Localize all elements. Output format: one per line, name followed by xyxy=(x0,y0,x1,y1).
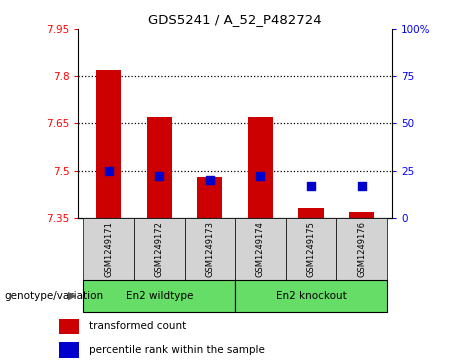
Bar xyxy=(59,343,79,358)
Text: GSM1249176: GSM1249176 xyxy=(357,221,366,277)
Point xyxy=(358,183,365,189)
Bar xyxy=(235,280,387,312)
Text: GSM1249174: GSM1249174 xyxy=(256,221,265,277)
Bar xyxy=(298,208,324,218)
Text: En2 knockout: En2 knockout xyxy=(276,291,346,301)
Title: GDS5241 / A_52_P482724: GDS5241 / A_52_P482724 xyxy=(148,13,322,26)
Bar xyxy=(96,70,121,218)
Bar xyxy=(336,218,387,280)
Point xyxy=(257,174,264,179)
Text: genotype/variation: genotype/variation xyxy=(5,291,104,301)
Text: GSM1249173: GSM1249173 xyxy=(205,221,214,277)
Bar xyxy=(197,177,223,218)
Bar xyxy=(59,319,79,334)
Point xyxy=(206,177,213,183)
Text: ▶: ▶ xyxy=(68,291,76,301)
Bar xyxy=(349,212,374,218)
Point xyxy=(105,168,112,174)
Text: GSM1249171: GSM1249171 xyxy=(104,221,113,277)
Bar xyxy=(134,218,184,280)
Bar xyxy=(184,218,235,280)
Text: GSM1249175: GSM1249175 xyxy=(307,221,315,277)
Text: percentile rank within the sample: percentile rank within the sample xyxy=(89,345,265,355)
Bar xyxy=(83,218,134,280)
Bar xyxy=(235,218,286,280)
Text: GSM1249172: GSM1249172 xyxy=(155,221,164,277)
Bar xyxy=(286,218,336,280)
Point xyxy=(155,174,163,179)
Text: En2 wildtype: En2 wildtype xyxy=(125,291,193,301)
Text: transformed count: transformed count xyxy=(89,321,186,331)
Bar xyxy=(147,117,172,218)
Bar xyxy=(248,117,273,218)
Point xyxy=(307,183,315,189)
Bar xyxy=(83,280,235,312)
